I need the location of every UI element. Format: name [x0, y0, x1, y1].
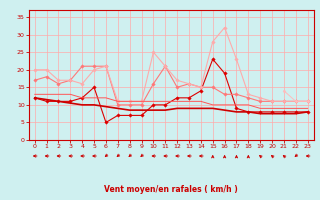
Text: Vent moyen/en rafales ( km/h ): Vent moyen/en rafales ( km/h ) [104, 185, 238, 194]
